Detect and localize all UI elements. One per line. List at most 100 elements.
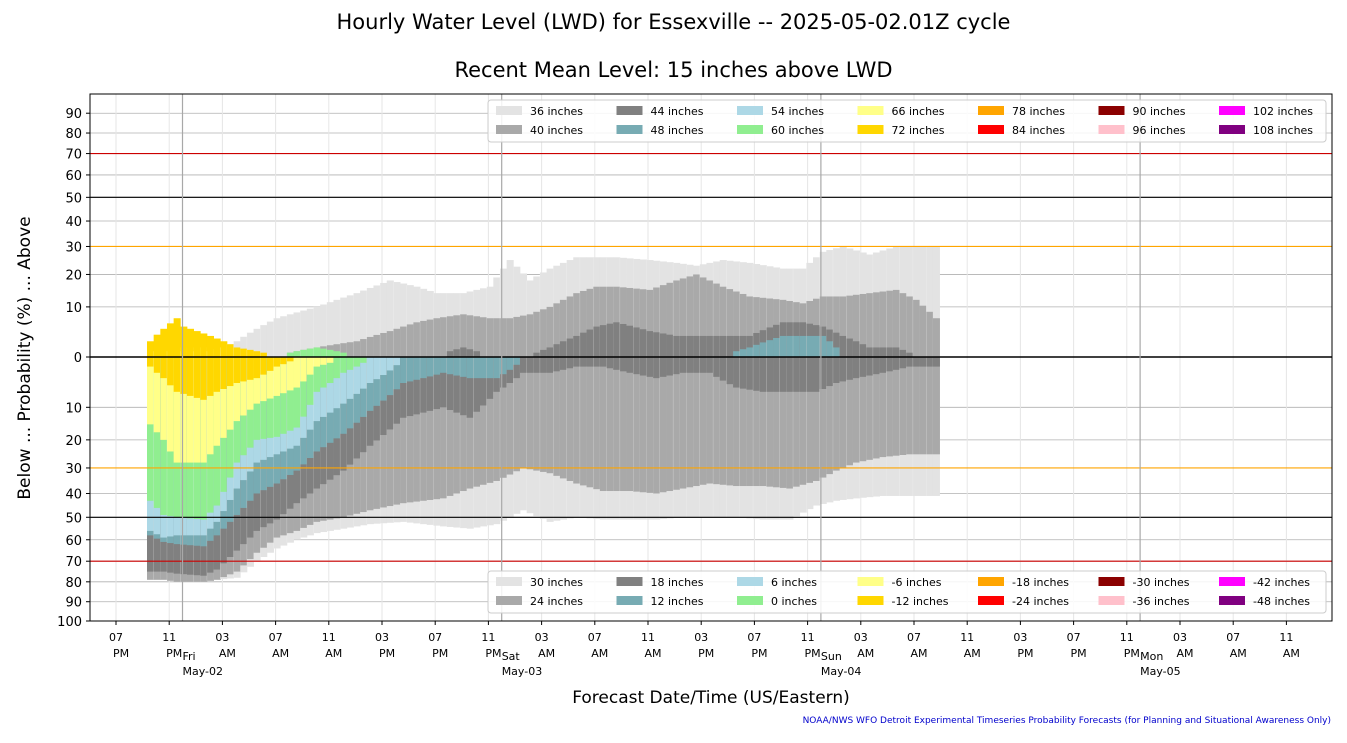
day-date: May-02 [183,665,224,678]
bar-above [306,308,314,357]
bar-above [486,318,494,357]
bar-above [919,305,927,357]
x-tick-hour: 03 [854,631,868,644]
legend-label: 6 inches [771,576,817,589]
bar-below [673,357,681,375]
bar-below [613,357,621,492]
bar-below [186,357,195,463]
bar-below [506,357,514,370]
bar-above [739,293,747,357]
bar-below [433,357,441,500]
bar-below [599,357,607,367]
bar-below [679,357,687,489]
bar-below [513,357,521,472]
probability-bars [147,246,940,582]
bar-below [420,357,428,501]
bar-below [353,357,361,394]
bar-below [793,357,801,487]
bar-above [253,328,261,357]
bar-below [779,357,787,392]
bar-above [679,335,687,357]
bar-below [453,357,461,413]
bar-above [673,280,681,357]
bar-above [559,341,567,357]
bar-below [180,357,188,463]
legend-swatch [496,106,522,115]
bar-below [293,357,301,428]
bar-above [160,328,168,357]
legend-label: -48 inches [1253,595,1310,608]
bar-below [793,357,801,392]
bar-below [912,357,920,367]
bar-below [519,357,528,373]
bar-below [346,357,354,370]
day-name: Sat [502,650,521,663]
bar-above [566,296,574,357]
bar-below [173,357,181,463]
chart-subtitle: Recent Mean Level: 15 inches above LWD [454,58,893,82]
legend-swatch [616,577,643,586]
bar-below [420,357,428,379]
bar-above [872,292,880,357]
bar-below [340,357,348,404]
bar-below [473,357,481,487]
bar-below [246,357,254,380]
bar-above [420,320,428,357]
bar-below [513,357,521,379]
bar-above [726,335,734,357]
bar-above [340,343,348,357]
legend-label: -36 inches [1133,595,1190,608]
bar-below [926,357,934,455]
x-tick-ampm: PM [805,647,821,660]
bar-above [300,310,308,357]
bar-above [320,304,328,357]
bar-below [679,357,687,373]
bar-above [353,341,361,357]
bar-below [686,357,694,488]
bar-above [153,334,161,357]
bar-below [926,357,934,367]
bar-above [180,326,188,357]
bar-below [480,357,488,406]
bar-above [226,344,234,357]
bar-below [473,357,481,379]
bar-below [220,357,228,438]
bar-above [786,335,794,357]
bar-above [246,349,254,357]
bar-below [719,357,727,485]
legend-label: 108 inches [1253,124,1313,137]
bar-below [626,357,634,373]
y-tick-label: 20 [65,434,82,449]
bar-above [613,322,621,357]
bar-above [906,296,914,357]
bar-above [619,287,627,357]
bar-above [366,287,374,357]
bar-above [653,332,661,357]
bar-below [460,357,468,377]
legend-below: 30 inches 24 inches 18 inches 12 inches 6 in… [487,570,1327,614]
bar-below [226,357,234,430]
bar-below [373,357,381,380]
bar-above [593,286,601,357]
bar-below [879,357,887,458]
bar-below [593,357,601,367]
bar-above [460,314,468,357]
bar-above [733,291,741,357]
bar-above [739,349,747,357]
bar-above [859,293,867,357]
bar-below [193,357,201,398]
bar-above [333,344,341,357]
x-tick-hour: 07 [747,631,761,644]
bar-above [300,349,308,357]
bar-below [306,357,314,375]
bar-above [333,299,341,357]
bar-below [499,357,508,375]
bar-above [280,316,288,357]
bar-above [233,347,241,357]
bar-below [260,357,268,375]
bar-below [553,357,561,372]
bar-above [579,332,587,357]
bar-above [539,309,547,357]
bar-above [866,293,874,357]
